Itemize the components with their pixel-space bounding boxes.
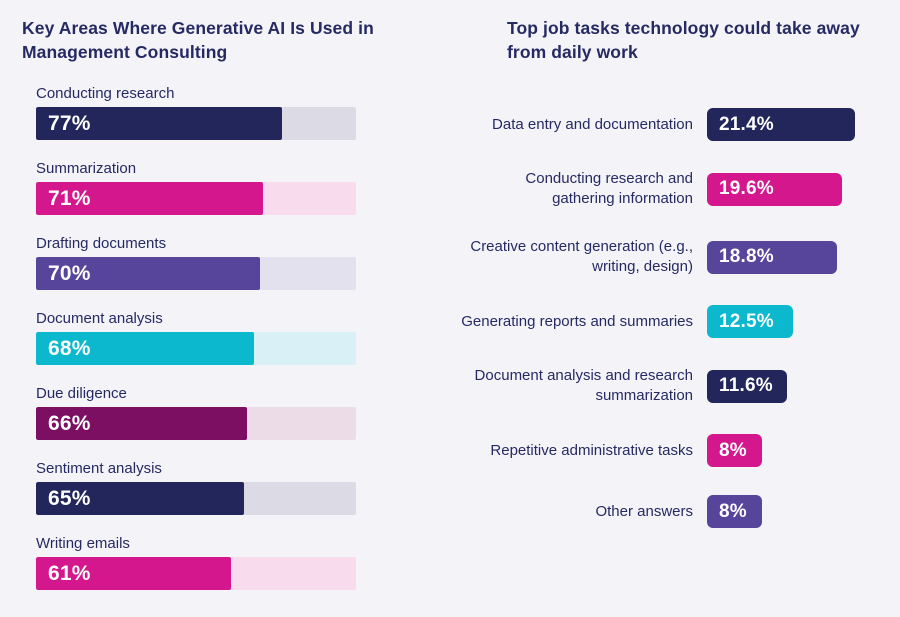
bar-track: 70% (36, 257, 356, 290)
bar-value-label: 65% (48, 486, 91, 510)
bar-fill: 71% (36, 182, 264, 215)
bar-category-label: Other answers (595, 502, 693, 520)
bar-track: 61% (36, 557, 356, 590)
bar-value-label: 8% (719, 439, 747, 461)
bar-row: Conducting research and gathering inform… (460, 169, 880, 209)
bar-category-label: Creative content generation (e.g., writi… (470, 238, 693, 275)
bar-category-label: Document analysis and research summariza… (474, 367, 693, 404)
bar-category-label: Summarization (36, 160, 137, 177)
bar-row: Drafting documents 70% (36, 236, 382, 290)
bar-row: Summarization 71% (36, 161, 382, 215)
bar-row: Repetitive administrative tasks 8% (460, 434, 880, 467)
bar-track: 77% (36, 107, 356, 140)
bar-row: Document analysis and research summariza… (460, 366, 880, 406)
bar-row: Document analysis 68% (36, 311, 382, 365)
bar-row: Other answers 8% (460, 495, 880, 528)
bar-value-label: 77% (48, 111, 91, 135)
bar-fill: 68% (36, 332, 254, 365)
bar-category-label: Repetitive administrative tasks (490, 441, 693, 459)
bar-value-label: 11.6% (719, 375, 773, 396)
bar-track: 68% (36, 332, 356, 365)
bar-fill: 65% (36, 482, 244, 515)
bar-category-label: Data entry and documentation (492, 115, 693, 133)
chart-title: Top job tasks technology could take away… (507, 18, 860, 62)
bar-value-label: 18.8% (719, 246, 774, 267)
bar-value-label: 19.6% (719, 178, 774, 199)
bar-fill: 21.4% (707, 108, 855, 141)
bar-category-label: Conducting research (36, 85, 175, 102)
bar-category-label: Sentiment analysis (36, 460, 162, 477)
bar-row: Data entry and documentation 21.4% (460, 108, 880, 141)
chart-title: Key Areas Where Generative AI Is Used in… (22, 18, 374, 62)
chart-genai-consulting: Key Areas Where Generative AI Is Used in… (22, 16, 382, 611)
bar-fill: 11.6% (707, 369, 787, 403)
bar-fill: 8% (707, 434, 762, 467)
bar-value-label: 71% (48, 186, 91, 210)
bar-fill: 77% (36, 107, 283, 140)
bar-fill: 19.6% (707, 172, 842, 206)
bar-value-label: 61% (48, 561, 91, 585)
chart-job-tasks: Top job tasks technology could take away… (460, 16, 880, 556)
bar-row: Writing emails 61% (36, 536, 382, 590)
bar-value-label: 8% (719, 500, 747, 522)
bar-category-label: Conducting research and gathering inform… (525, 170, 693, 207)
bar-rows: Data entry and documentation 21.4% Condu… (460, 108, 880, 528)
bar-row: Creative content generation (e.g., writi… (460, 237, 880, 277)
bar-track: 71% (36, 182, 356, 215)
bar-fill: 61% (36, 557, 232, 590)
bar-fill: 8% (707, 495, 762, 528)
bar-rows: Conducting research 77% Summarization 71… (36, 86, 382, 590)
bar-category-label: Due diligence (36, 385, 127, 402)
bar-category-label: Writing emails (36, 535, 130, 552)
bar-row: Sentiment analysis 65% (36, 461, 382, 515)
bar-row: Generating reports and summaries 12.5% (460, 305, 880, 338)
bar-value-label: 21.4% (719, 113, 774, 135)
bar-value-label: 68% (48, 336, 91, 360)
bar-row: Conducting research 77% (36, 86, 382, 140)
bar-fill: 12.5% (707, 305, 793, 338)
bar-fill: 18.8% (707, 240, 837, 274)
bar-track: 65% (36, 482, 356, 515)
bar-value-label: 66% (48, 411, 91, 435)
bar-category-label: Generating reports and summaries (461, 312, 693, 330)
bar-track: 66% (36, 407, 356, 440)
bar-row: Due diligence 66% (36, 386, 382, 440)
bar-fill: 70% (36, 257, 260, 290)
bar-category-label: Drafting documents (36, 235, 167, 252)
bar-value-label: 70% (48, 261, 91, 285)
bar-value-label: 12.5% (719, 310, 774, 332)
bar-fill: 66% (36, 407, 248, 440)
bar-category-label: Document analysis (36, 310, 163, 327)
